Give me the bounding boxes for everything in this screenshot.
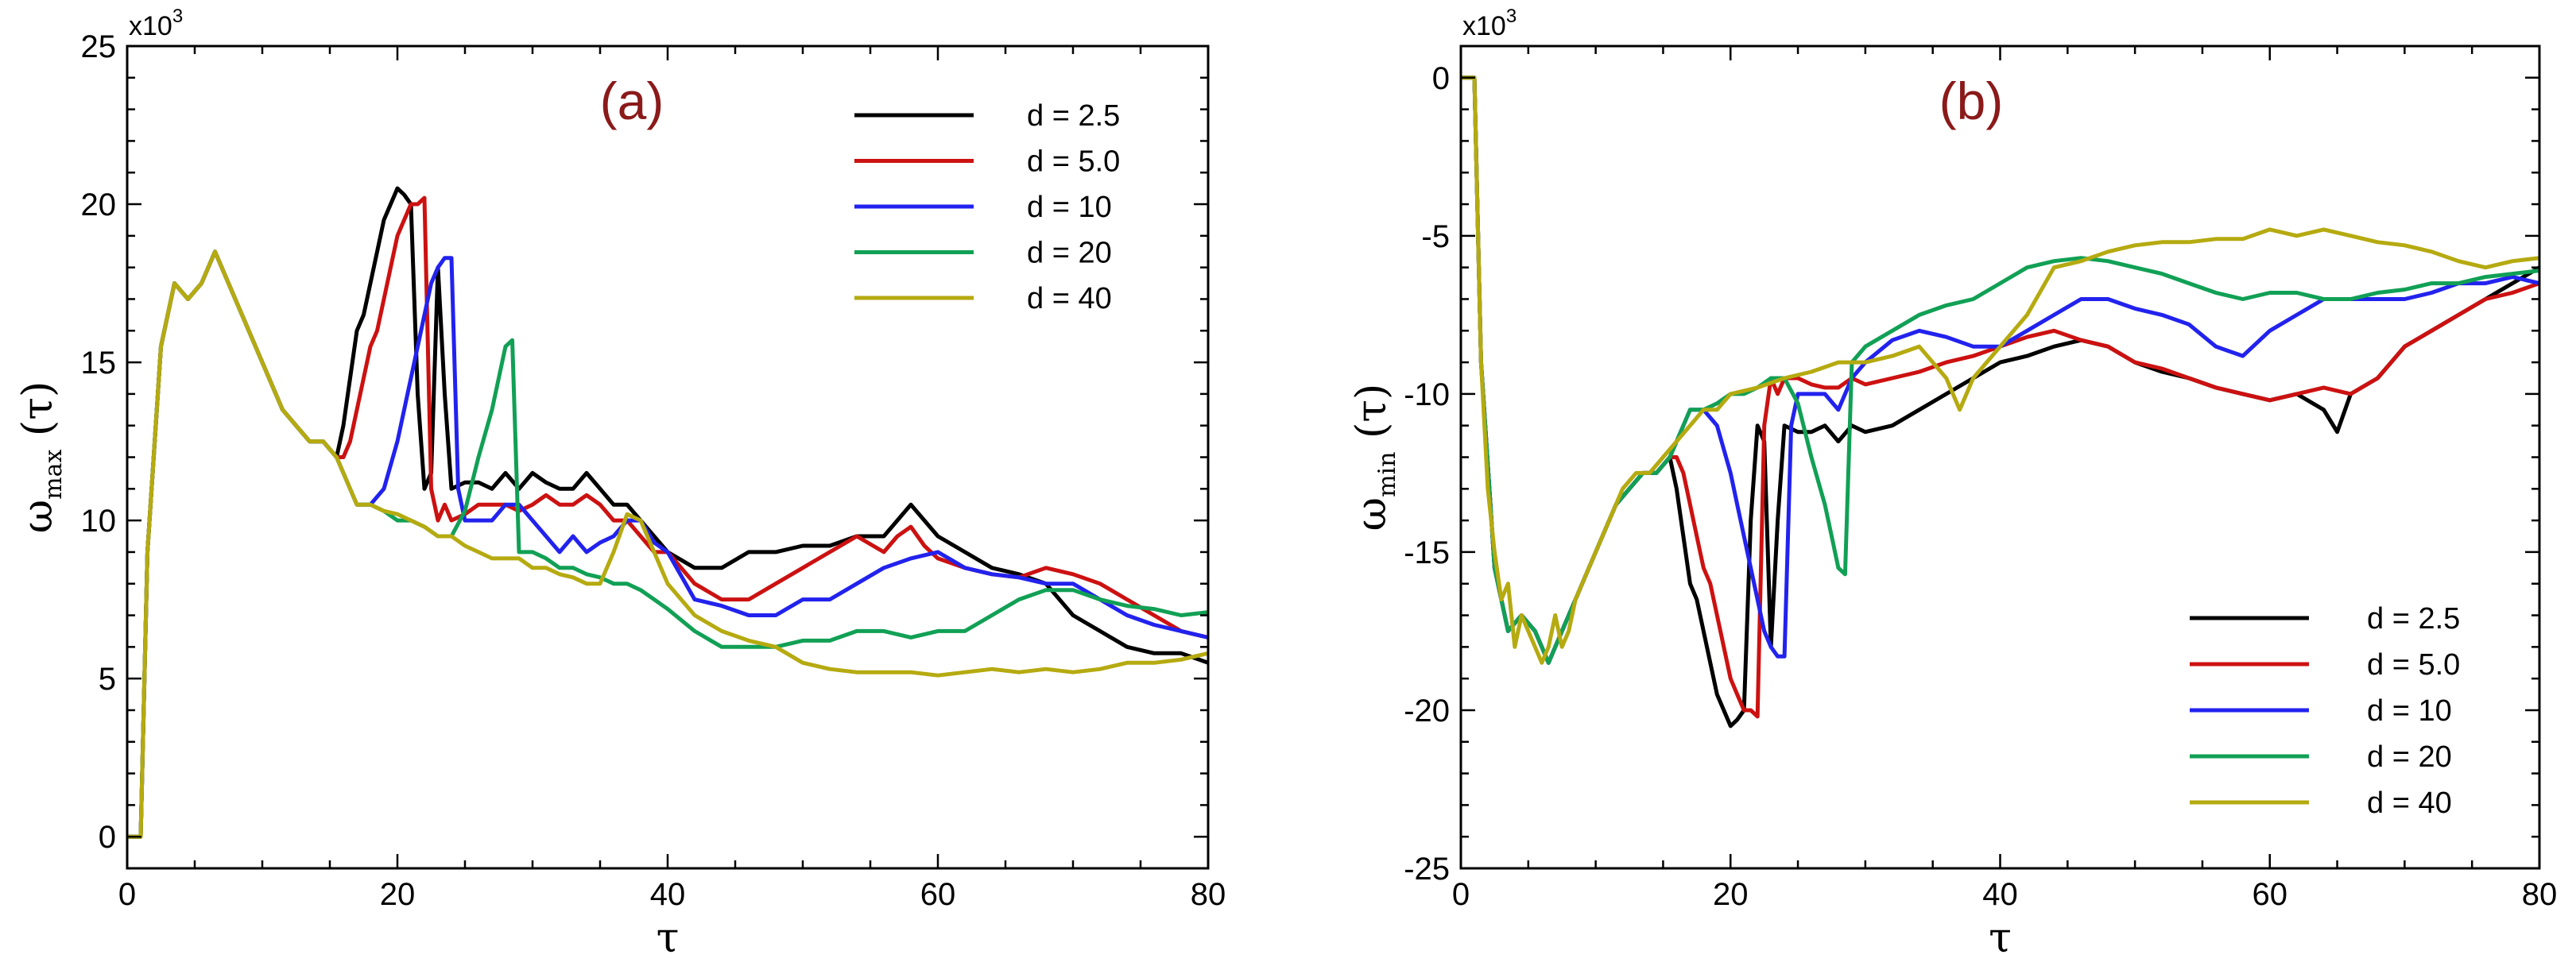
x-tick-label: 20 (380, 877, 416, 912)
series-line-2 (127, 249, 1208, 839)
legend-label-0: d = 2.5 (2367, 602, 2460, 636)
y-tick-label: 0 (99, 820, 116, 855)
y-exponent-power: 3 (172, 6, 183, 27)
y-exponent-label: x103 (1462, 6, 1517, 41)
x-axis-title: τ (1989, 914, 2012, 962)
series-line-4 (1461, 75, 2539, 665)
series-group (1461, 75, 2539, 728)
legend: d = 2.5 d = 5.0 d = 10 d = 20 d = 40 (2190, 602, 2460, 820)
y-exponent-base: x10 (129, 11, 172, 41)
panel-label: (b) (1939, 71, 2004, 130)
series-line-2 (1461, 75, 2539, 665)
y-tick-label: 0 (1432, 61, 1450, 96)
y-axis-argument: (τ) (1348, 384, 1396, 452)
y-tick-label: -10 (1404, 377, 1450, 412)
x-tick-label: 0 (1452, 877, 1470, 912)
y-tick-label: 15 (81, 346, 117, 381)
series-line-3 (127, 249, 1208, 839)
x-tick-label: 60 (920, 877, 956, 912)
x-axis-title: τ (657, 914, 680, 962)
y-axis-symbol: ω (14, 500, 62, 533)
x-tick-label: 40 (1982, 877, 2018, 912)
x-tick-label: 60 (2253, 877, 2288, 912)
series-line-3 (1461, 75, 2539, 665)
y-tick-label: 25 (81, 29, 117, 64)
x-tick-label: 80 (1191, 877, 1226, 912)
legend-label-1: d = 5.0 (1027, 145, 1120, 179)
y-tick-label: -15 (1404, 535, 1450, 570)
series-group (127, 186, 1208, 839)
y-exponent-power: 3 (1506, 6, 1517, 27)
y-axis-argument: (τ) (14, 381, 62, 450)
y-tick-label: -25 (1404, 852, 1450, 887)
y-tick-label: 20 (81, 187, 117, 222)
y-tick-label: 10 (81, 504, 117, 539)
y-tick-label: -5 (1421, 219, 1450, 254)
legend-label-0: d = 2.5 (1027, 99, 1120, 133)
panel-a-chart: 0 20 40 60 80 0 5 10 15 20 25 x103 τ ωmax (τ) (a) d = 2… (14, 6, 1226, 962)
y-axis-subscript: max (40, 450, 68, 500)
legend-label-4: d = 40 (2367, 786, 2452, 820)
x-tick-label: 20 (1713, 877, 1749, 912)
y-exponent-base: x10 (1462, 11, 1506, 41)
x-tick-label: 80 (2522, 877, 2558, 912)
y-axis-title: ωmin (τ) (1348, 384, 1401, 531)
legend-label-2: d = 10 (1027, 191, 1112, 224)
y-tick-label: 5 (99, 662, 116, 697)
panel-b-chart: 0 20 40 60 80 0 -5 -10 -15 -20 -25 x103 τ ωmin (τ) (b)… (1348, 6, 2557, 962)
legend-label-1: d = 5.0 (2367, 648, 2460, 682)
series-line-4 (127, 249, 1208, 839)
y-axis-subscript: min (1373, 452, 1401, 497)
x-tick-label: 40 (650, 877, 686, 912)
x-tick-label: 0 (118, 877, 136, 912)
legend: d = 2.5 d = 5.0 d = 10 d = 20 d = 40 (854, 99, 1120, 315)
y-tick-label: -20 (1404, 694, 1450, 728)
panel-label: (a) (600, 71, 664, 130)
legend-label-2: d = 10 (2367, 694, 2452, 728)
y-axis-symbol: ω (1348, 497, 1396, 531)
legend-label-4: d = 40 (1027, 282, 1112, 315)
y-axis-title: ωmax (τ) (14, 381, 68, 534)
y-exponent-label: x103 (129, 6, 183, 41)
legend-label-3: d = 20 (1027, 237, 1112, 270)
legend-label-3: d = 20 (2367, 740, 2452, 774)
